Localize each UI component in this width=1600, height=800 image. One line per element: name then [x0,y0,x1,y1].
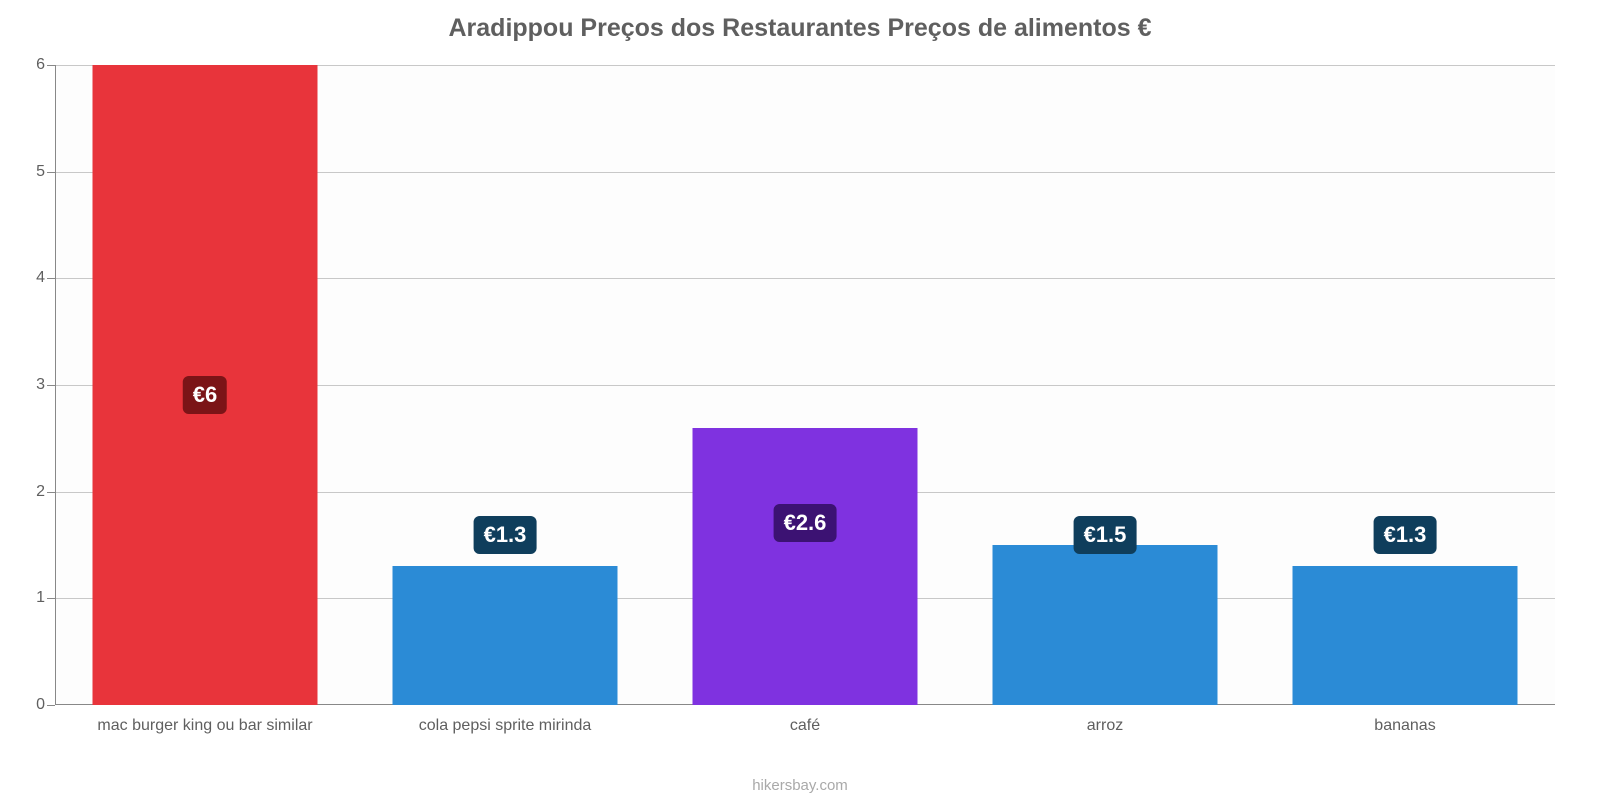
bars-group: €6 €1.3 €2.6 €1.5 €1.3 [55,65,1555,705]
bar-slot: €1.3 [1255,65,1555,705]
bar-slot: €1.3 [355,65,655,705]
bar-value-label: €1.3 [1374,516,1437,554]
chart-container: Aradippou Preços dos Restaurantes Preços… [0,0,1600,800]
x-tick-label: café [790,705,820,735]
chart-title: Aradippou Preços dos Restaurantes Preços… [0,0,1600,43]
bar-value-label: €6 [183,376,227,414]
bar-slot: €2.6 [655,65,955,705]
bar [1293,566,1518,705]
y-tick-label: 1 [36,589,55,607]
bar-slot: €1.5 [955,65,1255,705]
plot-area: 0123456 €6€1.3€2.6€1.5€1.3 mac burger ki… [55,65,1555,705]
y-tick-label: 4 [36,269,55,287]
y-tick-label: 0 [36,696,55,714]
bar-value-label: €1.5 [1074,516,1137,554]
bar [993,545,1218,705]
bar-value-label: €1.3 [474,516,537,554]
x-tick-label: cola pepsi sprite mirinda [419,705,592,735]
bar [693,428,918,705]
x-tick-label: arroz [1087,705,1123,735]
y-tick-label: 5 [36,163,55,181]
x-tick-label: bananas [1374,705,1435,735]
y-tick-label: 6 [36,56,55,74]
bar-slot: €6 [55,65,355,705]
y-tick-label: 3 [36,376,55,394]
bar [393,566,618,705]
chart-credit: hikersbay.com [752,777,848,794]
y-tick-label: 2 [36,483,55,501]
x-tick-label: mac burger king ou bar similar [97,705,312,735]
bar-value-label: €2.6 [774,504,837,542]
